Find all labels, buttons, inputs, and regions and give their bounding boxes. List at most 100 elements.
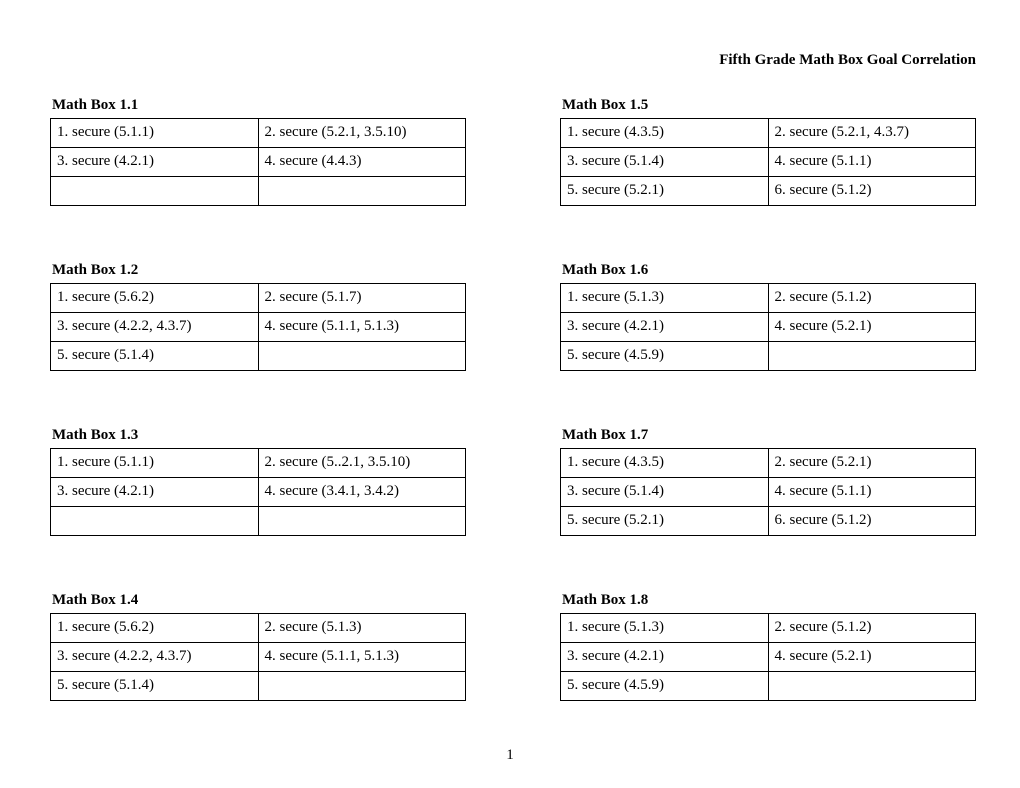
table-cell (768, 342, 976, 371)
box-title: Math Box 1.7 (562, 427, 976, 444)
math-box-1-6: Math Box 1.6 1. secure (5.1.3) 2. secure… (560, 262, 976, 371)
box-title: Math Box 1.8 (562, 592, 976, 609)
table-row: 3. secure (4.2.1) 4. secure (4.4.3) (51, 148, 466, 177)
box-table: 1. secure (5.1.3) 2. secure (5.1.2) 3. s… (560, 283, 976, 371)
table-cell: 1. secure (5.6.2) (51, 284, 259, 313)
table-row: 3. secure (5.1.4) 4. secure (5.1.1) (561, 478, 976, 507)
table-cell: 1. secure (4.3.5) (561, 119, 769, 148)
table-row: 5. secure (5.1.4) (51, 672, 466, 701)
table-cell: 4. secure (5.1.1) (768, 148, 976, 177)
box-table: 1. secure (5.1.1) 2. secure (5.2.1, 3.5.… (50, 118, 466, 206)
table-cell: 3. secure (4.2.1) (561, 313, 769, 342)
math-box-1-2: Math Box 1.2 1. secure (5.6.2) 2. secure… (50, 262, 466, 371)
page: Fifth Grade Math Box Goal Correlation Ma… (0, 0, 1020, 788)
table-row: 3. secure (4.2.1) 4. secure (3.4.1, 3.4.… (51, 478, 466, 507)
table-cell: 3. secure (4.2.1) (51, 148, 259, 177)
table-row: 1. secure (5.1.1) 2. secure (5..2.1, 3.5… (51, 449, 466, 478)
box-title: Math Box 1.3 (52, 427, 466, 444)
table-cell: 5. secure (4.5.9) (561, 672, 769, 701)
table-cell: 2. secure (5.2.1) (768, 449, 976, 478)
table-cell: 3. secure (4.2.1) (561, 643, 769, 672)
table-cell: 4. secure (5.1.1, 5.1.3) (258, 313, 466, 342)
table-cell: 4. secure (5.1.1, 5.1.3) (258, 643, 466, 672)
table-cell: 1. secure (5.1.3) (561, 284, 769, 313)
table-cell: 5. secure (5.1.4) (51, 672, 259, 701)
document-title: Fifth Grade Math Box Goal Correlation (50, 52, 976, 69)
table-cell: 2. secure (5.2.1, 4.3.7) (768, 119, 976, 148)
table-cell: 1. secure (4.3.5) (561, 449, 769, 478)
table-cell (258, 177, 466, 206)
table-cell (258, 342, 466, 371)
table-cell: 2. secure (5.1.2) (768, 284, 976, 313)
table-cell: 3. secure (5.1.4) (561, 148, 769, 177)
table-cell (258, 672, 466, 701)
box-table: 1. secure (4.3.5) 2. secure (5.2.1) 3. s… (560, 448, 976, 536)
table-row: 1. secure (5.6.2) 2. secure (5.1.7) (51, 284, 466, 313)
table-row: 3. secure (4.2.1) 4. secure (5.2.1) (561, 313, 976, 342)
table-cell: 5. secure (5.1.4) (51, 342, 259, 371)
table-row: 1. secure (5.1.1) 2. secure (5.2.1, 3.5.… (51, 119, 466, 148)
box-title: Math Box 1.4 (52, 592, 466, 609)
columns-container: Math Box 1.1 1. secure (5.1.1) 2. secure… (50, 97, 976, 757)
table-cell: 3. secure (5.1.4) (561, 478, 769, 507)
math-box-1-7: Math Box 1.7 1. secure (4.3.5) 2. secure… (560, 427, 976, 536)
table-row (51, 507, 466, 536)
table-cell (258, 507, 466, 536)
table-row: 3. secure (4.2.1) 4. secure (5.2.1) (561, 643, 976, 672)
table-cell: 1. secure (5.1.3) (561, 614, 769, 643)
table-row: 1. secure (5.1.3) 2. secure (5.1.2) (561, 284, 976, 313)
table-cell: 4. secure (5.2.1) (768, 313, 976, 342)
table-row: 5. secure (4.5.9) (561, 672, 976, 701)
table-cell: 2. secure (5.1.2) (768, 614, 976, 643)
math-box-1-4: Math Box 1.4 1. secure (5.6.2) 2. secure… (50, 592, 466, 701)
table-row: 5. secure (4.5.9) (561, 342, 976, 371)
box-table: 1. secure (5.1.3) 2. secure (5.1.2) 3. s… (560, 613, 976, 701)
table-cell: 4. secure (5.1.1) (768, 478, 976, 507)
box-title: Math Box 1.6 (562, 262, 976, 279)
box-table: 1. secure (5.1.1) 2. secure (5..2.1, 3.5… (50, 448, 466, 536)
table-row: 3. secure (4.2.2, 4.3.7) 4. secure (5.1.… (51, 313, 466, 342)
left-column: Math Box 1.1 1. secure (5.1.1) 2. secure… (50, 97, 466, 757)
page-number: 1 (0, 747, 1020, 764)
box-table: 1. secure (5.6.2) 2. secure (5.1.7) 3. s… (50, 283, 466, 371)
box-table: 1. secure (5.6.2) 2. secure (5.1.3) 3. s… (50, 613, 466, 701)
table-cell: 3. secure (4.2.1) (51, 478, 259, 507)
table-cell: 5. secure (5.2.1) (561, 177, 769, 206)
box-title: Math Box 1.5 (562, 97, 976, 114)
table-cell: 5. secure (4.5.9) (561, 342, 769, 371)
table-row: 1. secure (5.6.2) 2. secure (5.1.3) (51, 614, 466, 643)
table-cell: 4. secure (4.4.3) (258, 148, 466, 177)
table-row: 5. secure (5.2.1) 6. secure (5.1.2) (561, 507, 976, 536)
table-cell: 1. secure (5.1.1) (51, 119, 259, 148)
box-title: Math Box 1.1 (52, 97, 466, 114)
table-cell (51, 177, 259, 206)
table-cell: 1. secure (5.6.2) (51, 614, 259, 643)
box-table: 1. secure (4.3.5) 2. secure (5.2.1, 4.3.… (560, 118, 976, 206)
table-cell: 2. secure (5.1.7) (258, 284, 466, 313)
right-column: Math Box 1.5 1. secure (4.3.5) 2. secure… (560, 97, 976, 757)
math-box-1-3: Math Box 1.3 1. secure (5.1.1) 2. secure… (50, 427, 466, 536)
table-cell: 6. secure (5.1.2) (768, 177, 976, 206)
table-cell: 3. secure (4.2.2, 4.3.7) (51, 313, 259, 342)
table-row: 1. secure (5.1.3) 2. secure (5.1.2) (561, 614, 976, 643)
table-row: 5. secure (5.2.1) 6. secure (5.1.2) (561, 177, 976, 206)
table-row (51, 177, 466, 206)
table-row: 3. secure (5.1.4) 4. secure (5.1.1) (561, 148, 976, 177)
math-box-1-1: Math Box 1.1 1. secure (5.1.1) 2. secure… (50, 97, 466, 206)
table-row: 1. secure (4.3.5) 2. secure (5.2.1) (561, 449, 976, 478)
table-row: 5. secure (5.1.4) (51, 342, 466, 371)
math-box-1-8: Math Box 1.8 1. secure (5.1.3) 2. secure… (560, 592, 976, 701)
table-cell: 5. secure (5.2.1) (561, 507, 769, 536)
table-cell: 2. secure (5.1.3) (258, 614, 466, 643)
table-cell: 6. secure (5.1.2) (768, 507, 976, 536)
box-title: Math Box 1.2 (52, 262, 466, 279)
table-cell: 2. secure (5.2.1, 3.5.10) (258, 119, 466, 148)
math-box-1-5: Math Box 1.5 1. secure (4.3.5) 2. secure… (560, 97, 976, 206)
table-cell (51, 507, 259, 536)
table-cell: 3. secure (4.2.2, 4.3.7) (51, 643, 259, 672)
table-cell: 1. secure (5.1.1) (51, 449, 259, 478)
table-cell: 4. secure (5.2.1) (768, 643, 976, 672)
table-row: 3. secure (4.2.2, 4.3.7) 4. secure (5.1.… (51, 643, 466, 672)
table-cell (768, 672, 976, 701)
table-cell: 4. secure (3.4.1, 3.4.2) (258, 478, 466, 507)
